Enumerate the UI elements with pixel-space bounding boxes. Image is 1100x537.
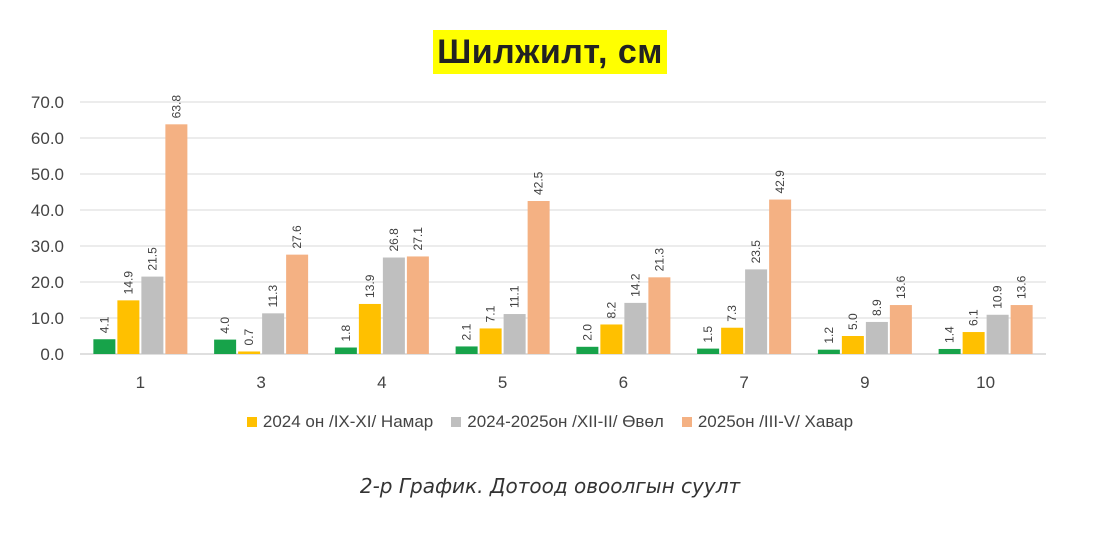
figure-caption: 2-р График. Дотоод овоолгын суулт: [359, 474, 741, 498]
legend-label: 2025он /III-V/ Хавар: [697, 412, 854, 431]
data-label: 42.5: [532, 171, 546, 195]
y-tick-label: 0.0: [40, 345, 64, 364]
bar: [986, 314, 1009, 354]
x-tick-label: 5: [498, 373, 507, 392]
data-label: 0.7: [242, 328, 256, 345]
y-tick-label: 30.0: [31, 237, 64, 256]
data-label: 2.0: [580, 324, 594, 341]
bar: [1010, 305, 1033, 354]
data-label: 14.2: [628, 273, 642, 297]
bar: [865, 321, 888, 354]
bar: [117, 300, 140, 354]
chart-legend: 2024 он /IX-XI/ Намар 2024-2025он /XII-II…: [0, 412, 1100, 432]
data-label: 21.5: [145, 247, 159, 271]
legend-label: 2024 он /IX-XI/ Намар: [262, 412, 434, 431]
x-tick-label: 3: [256, 373, 265, 392]
x-tick-label: 7: [739, 373, 748, 392]
data-label: 1.8: [339, 325, 353, 342]
legend-item: 2025он /III-V/ Хавар: [681, 412, 854, 432]
data-label: 7.1: [484, 305, 498, 322]
bar: [455, 346, 478, 354]
bar: [503, 314, 526, 354]
data-label: 11.3: [266, 285, 280, 308]
legend-label: 2024-2025он /XII-II/ Өвөл: [467, 412, 664, 431]
bar: [721, 327, 744, 354]
data-label: 13.9: [363, 274, 377, 298]
bar: [382, 257, 405, 354]
bar: [141, 276, 164, 354]
legend-swatch: [681, 417, 692, 427]
bar: [286, 254, 309, 354]
bar: [406, 256, 429, 354]
data-label: 27.1: [411, 227, 425, 251]
x-tick-label: 10: [976, 373, 995, 392]
bar: [769, 199, 792, 354]
data-label: 1.4: [943, 326, 957, 343]
data-label: 13.6: [1015, 275, 1029, 299]
chart-title: Шилжилт, см: [433, 30, 667, 74]
bar: [93, 339, 116, 354]
data-label: 13.6: [894, 275, 908, 299]
bar: [576, 346, 599, 354]
bar: [962, 332, 985, 354]
data-label: 8.9: [870, 299, 884, 316]
data-label: 11.1: [508, 285, 522, 308]
x-tick-label: 6: [619, 373, 628, 392]
bar: [479, 328, 502, 354]
y-tick-label: 20.0: [31, 273, 64, 292]
data-label: 42.9: [773, 170, 787, 194]
bar: [648, 277, 671, 354]
bar: [817, 349, 840, 354]
bar: [165, 124, 188, 354]
data-label: 2.1: [460, 323, 474, 340]
data-label: 27.6: [290, 225, 304, 249]
y-tick-label: 60.0: [31, 129, 64, 148]
data-label: 4.1: [97, 316, 111, 333]
data-label: 26.8: [387, 228, 401, 252]
data-label: 5.0: [846, 313, 860, 330]
bar: [358, 303, 381, 354]
data-label: 23.5: [749, 240, 763, 264]
data-label: 1.5: [701, 326, 715, 343]
bar: [600, 324, 623, 354]
data-label: 6.1: [967, 309, 981, 326]
bar: [889, 305, 912, 354]
legend-item: 2024 он /IX-XI/ Намар: [246, 412, 434, 432]
x-tick-label: 1: [136, 373, 145, 392]
bar: [527, 201, 550, 354]
bar: [214, 339, 237, 354]
x-tick-label: 4: [377, 373, 386, 392]
legend-swatch: [451, 417, 462, 427]
y-tick-label: 50.0: [31, 165, 64, 184]
bar: [238, 351, 261, 354]
bar: [262, 313, 285, 354]
data-label: 4.0: [218, 317, 232, 334]
bar: [624, 302, 647, 354]
bar: [841, 336, 864, 354]
bar: [745, 269, 768, 354]
x-tick-label: 9: [860, 373, 869, 392]
y-tick-label: 40.0: [31, 201, 64, 220]
y-tick-label: 70.0: [31, 93, 64, 112]
data-label: 10.9: [991, 285, 1005, 309]
legend-swatch: [246, 417, 257, 427]
bar: [334, 347, 357, 354]
data-label: 14.9: [121, 271, 135, 295]
bar: [697, 348, 720, 354]
data-label: 21.3: [652, 248, 666, 272]
data-label: 7.3: [725, 305, 739, 322]
y-tick-label: 10.0: [31, 309, 64, 328]
legend-item: 2024-2025он /XII-II/ Өвөл: [451, 412, 664, 432]
bar: [938, 348, 961, 354]
data-label: 8.2: [604, 301, 618, 318]
data-label: 63.8: [169, 95, 183, 119]
chart-title-wrap: Шилжилт, см: [0, 30, 1100, 74]
data-label: 1.2: [822, 327, 836, 344]
